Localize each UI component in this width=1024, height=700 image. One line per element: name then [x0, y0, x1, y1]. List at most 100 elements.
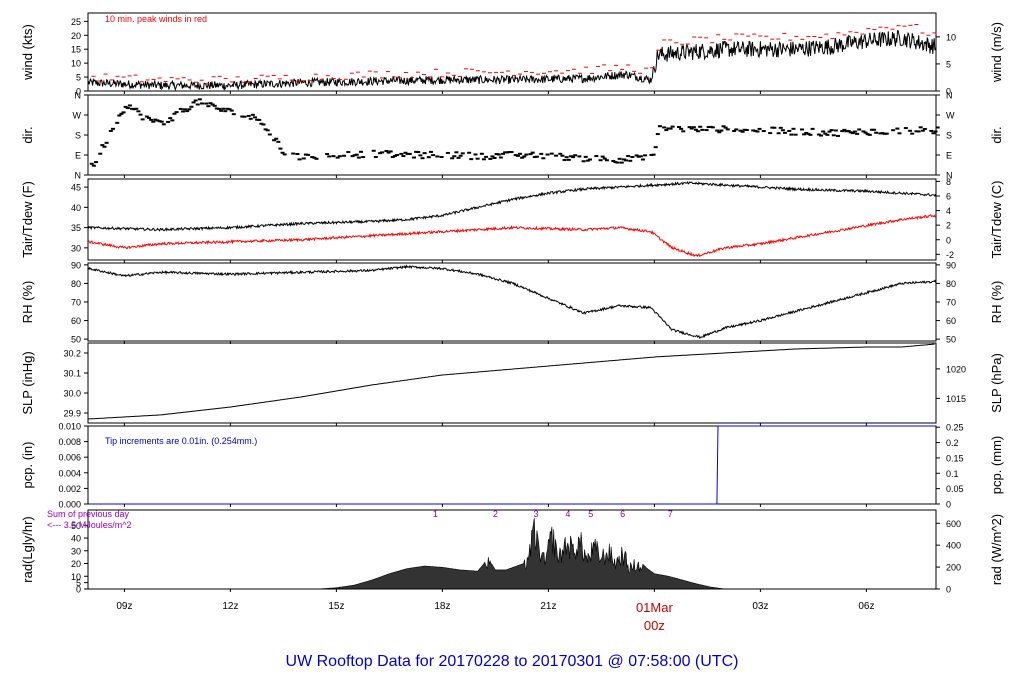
dir-point	[401, 155, 406, 158]
panel-frame-slp	[87, 342, 937, 424]
dir-point	[738, 129, 743, 132]
dir-point	[869, 128, 874, 131]
dir-point	[458, 154, 463, 157]
dir-point	[626, 155, 631, 158]
dir-point	[208, 102, 213, 105]
dir-point	[789, 133, 794, 136]
day-sub-label: 00z	[644, 618, 665, 633]
dir-point	[914, 130, 919, 133]
dir-point	[522, 155, 527, 158]
ytick-label-right: 200	[946, 563, 961, 573]
ytick-label-left: 40	[71, 203, 81, 213]
dir-point	[657, 125, 662, 128]
dir-point	[214, 107, 219, 110]
ytick-label-left: 0.000	[58, 500, 81, 510]
dir-point	[303, 153, 308, 156]
dir-point	[488, 157, 493, 160]
dir-point	[615, 161, 620, 164]
ytick-label-right: 0	[946, 500, 951, 510]
dir-point	[698, 125, 703, 128]
dir-point	[776, 132, 781, 135]
dir-point	[634, 154, 639, 157]
dir-point	[664, 129, 669, 132]
dir-point	[755, 130, 760, 133]
dir-point	[407, 152, 412, 155]
ytick-label-left: W	[73, 111, 82, 121]
dir-point	[221, 107, 226, 110]
dir-point	[931, 132, 936, 135]
ytick-label-right: 0.15	[946, 453, 964, 463]
dir-point	[577, 155, 582, 158]
dir-point	[872, 128, 877, 131]
ylabel-left-rad: rad(Lgly/hr)	[20, 516, 35, 582]
dir-point	[751, 129, 756, 132]
ytick-label-left: 0.008	[58, 437, 81, 447]
dir-point	[677, 125, 682, 128]
dir-point	[507, 151, 512, 154]
dir-point	[416, 150, 421, 153]
dir-point	[689, 127, 694, 130]
dir-point	[827, 130, 832, 133]
dir-point	[134, 107, 139, 110]
ylabel-right-temp: Tair/Tdew (C)	[989, 180, 1004, 258]
dir-point	[617, 157, 622, 160]
dir-point	[445, 151, 450, 154]
ytick-label-left: 10	[71, 572, 81, 582]
dir-point	[541, 157, 546, 160]
rad-day-marker: 3	[534, 509, 539, 519]
dir-point	[403, 151, 408, 154]
dir-point	[399, 152, 404, 155]
dir-point	[392, 154, 397, 157]
series-line-slp	[88, 343, 935, 420]
ytick-label-left: 15	[71, 45, 81, 55]
dir-point	[848, 131, 853, 134]
ytick-label-left: 0.010	[58, 422, 81, 432]
dir-point	[117, 114, 122, 117]
dir-point	[342, 154, 347, 157]
ytick-label-left: N	[75, 91, 82, 101]
ylabel-left-pcp: pcp. (in)	[20, 442, 35, 489]
dir-point	[183, 108, 188, 111]
dir-point	[212, 104, 217, 107]
dir-point	[534, 155, 539, 158]
dir-point	[823, 132, 828, 135]
dir-point	[255, 118, 260, 121]
dir-point	[439, 156, 444, 159]
ytick-label-right: 0.05	[946, 484, 964, 494]
dir-point	[263, 128, 268, 131]
dir-point	[297, 158, 302, 161]
dir-point	[549, 152, 554, 155]
dir-point	[706, 126, 711, 129]
dir-point	[225, 107, 230, 110]
ylabel-right-slp: SLP (hPa)	[989, 353, 1004, 413]
dir-point	[744, 129, 749, 132]
dir-point	[282, 153, 287, 156]
pcp-annotation: Tip increments are 0.01in. (0.254mm.)	[105, 436, 257, 446]
dir-point	[640, 158, 645, 161]
dir-point	[187, 108, 192, 111]
dir-point	[405, 152, 410, 155]
dir-point	[513, 154, 518, 157]
series-line-rh	[87, 264, 937, 339]
ytick-label-left: 60	[71, 316, 81, 326]
ytick-label-left: 10	[71, 59, 81, 69]
dir-point	[806, 132, 811, 135]
dir-point	[350, 155, 355, 158]
dir-point	[844, 130, 849, 133]
ylabel-left-wind: wind (kts)	[20, 24, 35, 81]
dir-point	[479, 152, 484, 155]
dir-point	[935, 126, 940, 129]
dir-point	[121, 111, 126, 114]
dir-point	[98, 152, 103, 155]
dir-point	[884, 132, 889, 135]
ytick-label-right: 70	[946, 298, 956, 308]
ytick-label-right: 0	[946, 585, 951, 595]
dir-point	[246, 114, 251, 117]
dir-point	[708, 125, 713, 128]
dir-point	[337, 155, 342, 158]
dir-point	[518, 152, 523, 155]
dir-point	[681, 130, 686, 133]
dir-point	[780, 129, 785, 132]
dir-point	[140, 118, 145, 121]
dir-point	[166, 120, 171, 123]
